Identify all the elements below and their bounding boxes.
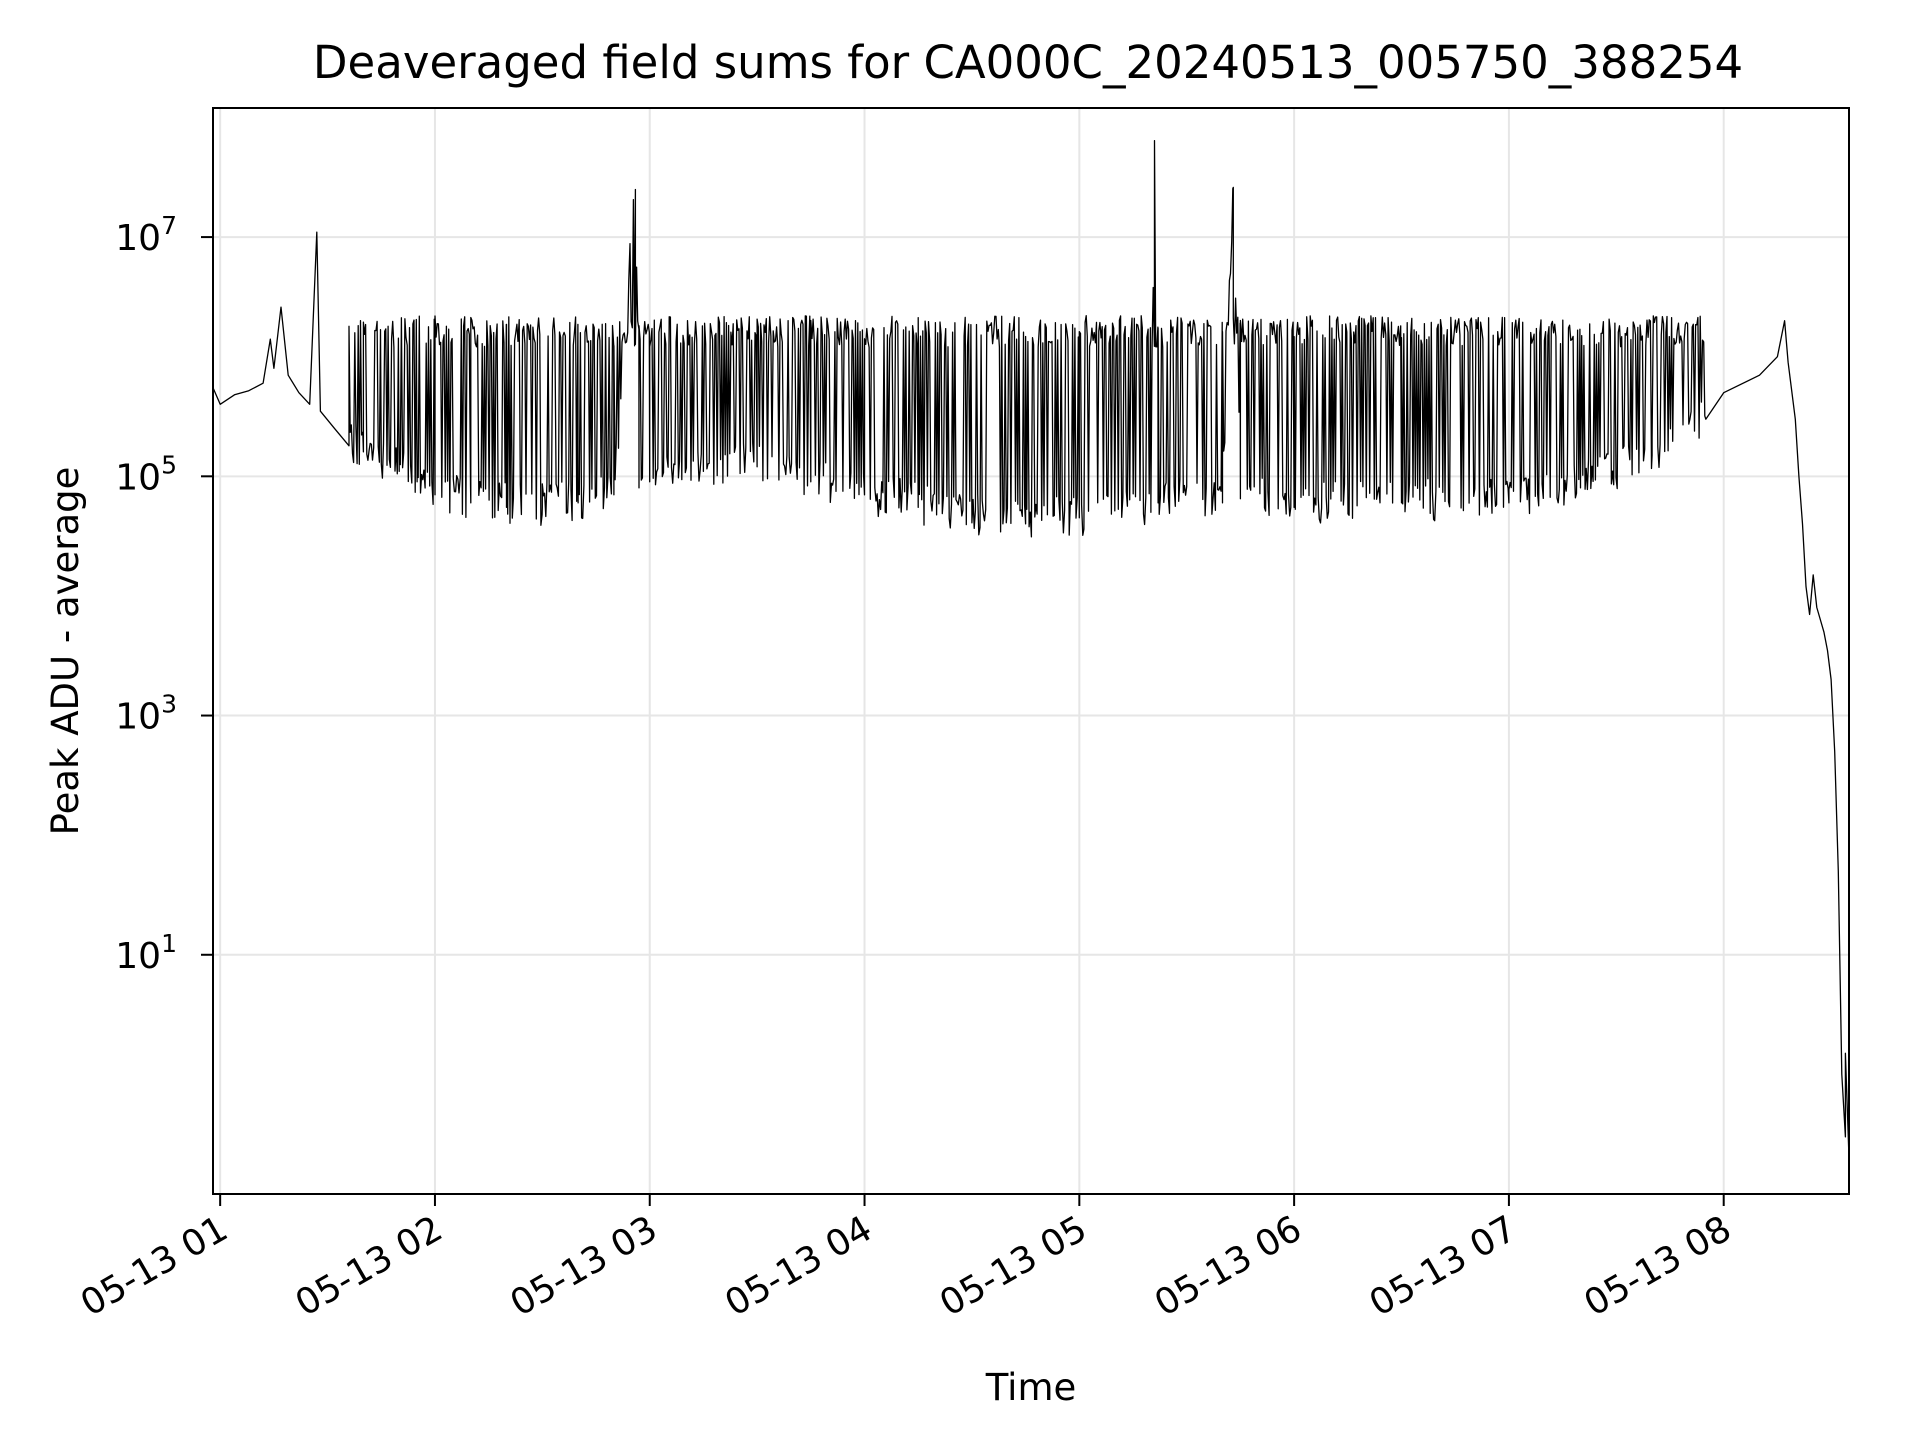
y-tick-label: 103 <box>115 690 177 738</box>
x-tick-label: 05-13 05 <box>933 1208 1094 1324</box>
y-tick-label: 101 <box>115 929 177 977</box>
series-group <box>212 139 1850 1159</box>
plot-frame <box>212 107 1850 1195</box>
chart-title: Deaveraged field sums for CA000C_2024051… <box>313 36 1743 89</box>
x-tick-label: 05-13 03 <box>504 1208 665 1324</box>
x-axis: 05-13 01 05-13 02 05-13 03 05-13 04 05-13 05… <box>74 1194 1738 1325</box>
y-tick-label: 105 <box>115 450 177 498</box>
x-tick-label: 05-13 06 <box>1148 1208 1309 1324</box>
x-tick-label: 05-13 01 <box>74 1208 235 1324</box>
x-tick-label: 05-13 08 <box>1578 1208 1739 1324</box>
y-tick-label: 107 <box>115 211 177 259</box>
x-axis-label: Time <box>985 1366 1077 1409</box>
y-axis: 101 103 105 107 <box>115 211 213 977</box>
series-line <box>212 139 1850 1159</box>
x-tick-label: 05-13 04 <box>718 1208 879 1324</box>
grid <box>213 108 1849 1194</box>
x-tick-label: 05-13 07 <box>1363 1208 1524 1324</box>
y-axis-label: Peak ADU - average <box>44 467 87 836</box>
x-tick-label: 05-13 02 <box>289 1208 450 1324</box>
